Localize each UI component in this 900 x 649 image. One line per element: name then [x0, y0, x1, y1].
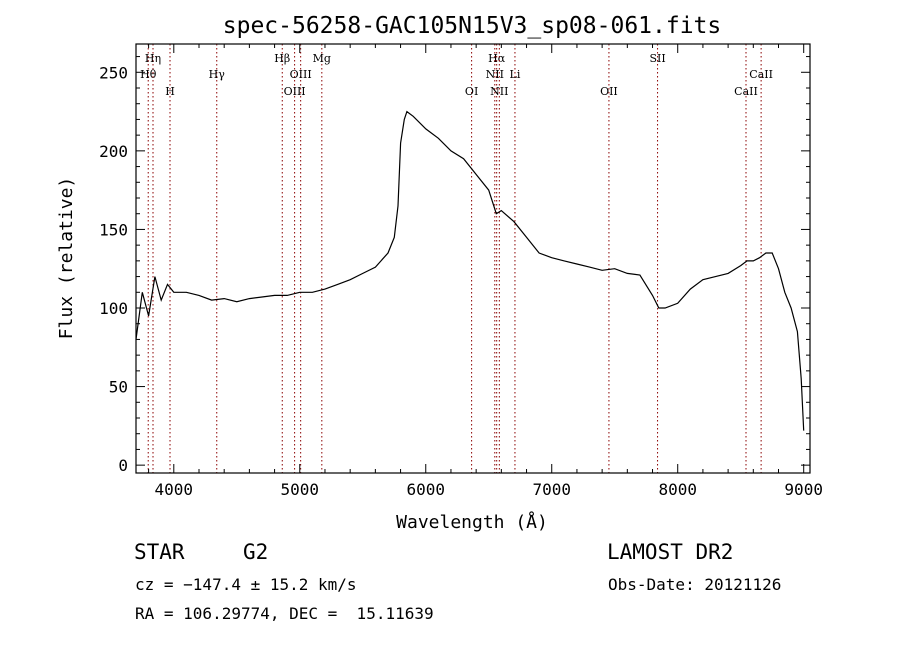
line-label-3: Hγ [209, 68, 226, 81]
x-tick-label-4: 8000 [658, 480, 697, 499]
line-label-6: OIII [290, 68, 312, 81]
y-tick-label-1: 50 [109, 378, 128, 397]
x-tick-label-2: 6000 [406, 480, 445, 499]
object-subclass: G2 [243, 540, 269, 564]
line-label-1: Hθ [140, 68, 157, 81]
y-axis: 0 50 100 150 200 250 [99, 56, 810, 475]
chart-title: spec-56258-GAC105N15V3_sp08-061.fits [223, 13, 722, 39]
line-label-11: NII [490, 85, 508, 98]
obs-date-text: Obs-Date: 20121126 [608, 575, 782, 594]
y-tick-label-0: 0 [118, 456, 128, 475]
line-label-13: OII [600, 85, 618, 98]
line-label-7: Mg [313, 52, 331, 65]
y-axis-label: Flux (relative) [56, 177, 77, 340]
line-label-4: Hβ [274, 52, 290, 65]
line-label-12: Li [510, 68, 521, 81]
line-label-8: OI [465, 85, 478, 98]
coordinates-text: RA = 106.29774, DEC = 15.11639 [135, 604, 434, 623]
x-tick-label-5: 9000 [784, 480, 823, 499]
y-tick-label-5: 250 [99, 63, 128, 82]
line-label-10: NII [486, 68, 504, 81]
series-line-0 [135, 110, 805, 431]
series-group [135, 110, 805, 431]
x-tick-label-3: 7000 [532, 480, 571, 499]
y-tick-label-4: 200 [99, 142, 128, 161]
y-tick-label-2: 100 [99, 299, 128, 318]
line-label-16: CaII [749, 68, 773, 81]
redshift-text: cz = −147.4 ± 15.2 km/s [135, 575, 357, 594]
x-axis: 4000 5000 6000 7000 8000 9000 [148, 44, 823, 499]
line-label-15: CaII [734, 85, 758, 98]
line-label-14: SII [649, 52, 665, 65]
plot-frame [135, 43, 811, 474]
line-label-5: OIII [284, 85, 306, 98]
x-tick-label-1: 5000 [281, 480, 320, 499]
object-class: STAR [134, 540, 185, 564]
y-tick-label-3: 150 [99, 220, 128, 239]
line-label-2: H [165, 85, 175, 98]
line-label-9: Hα [488, 52, 506, 65]
x-tick-label-0: 4000 [155, 480, 194, 499]
line-markers: HηHθHHγHβOIIIOIIIMgOIHαNIINIILiOIISIICaI… [140, 44, 773, 473]
x-axis-label: Wavelength (Å) [396, 511, 548, 533]
line-label-0: Hη [145, 52, 161, 65]
survey-name: LAMOST DR2 [607, 540, 734, 564]
